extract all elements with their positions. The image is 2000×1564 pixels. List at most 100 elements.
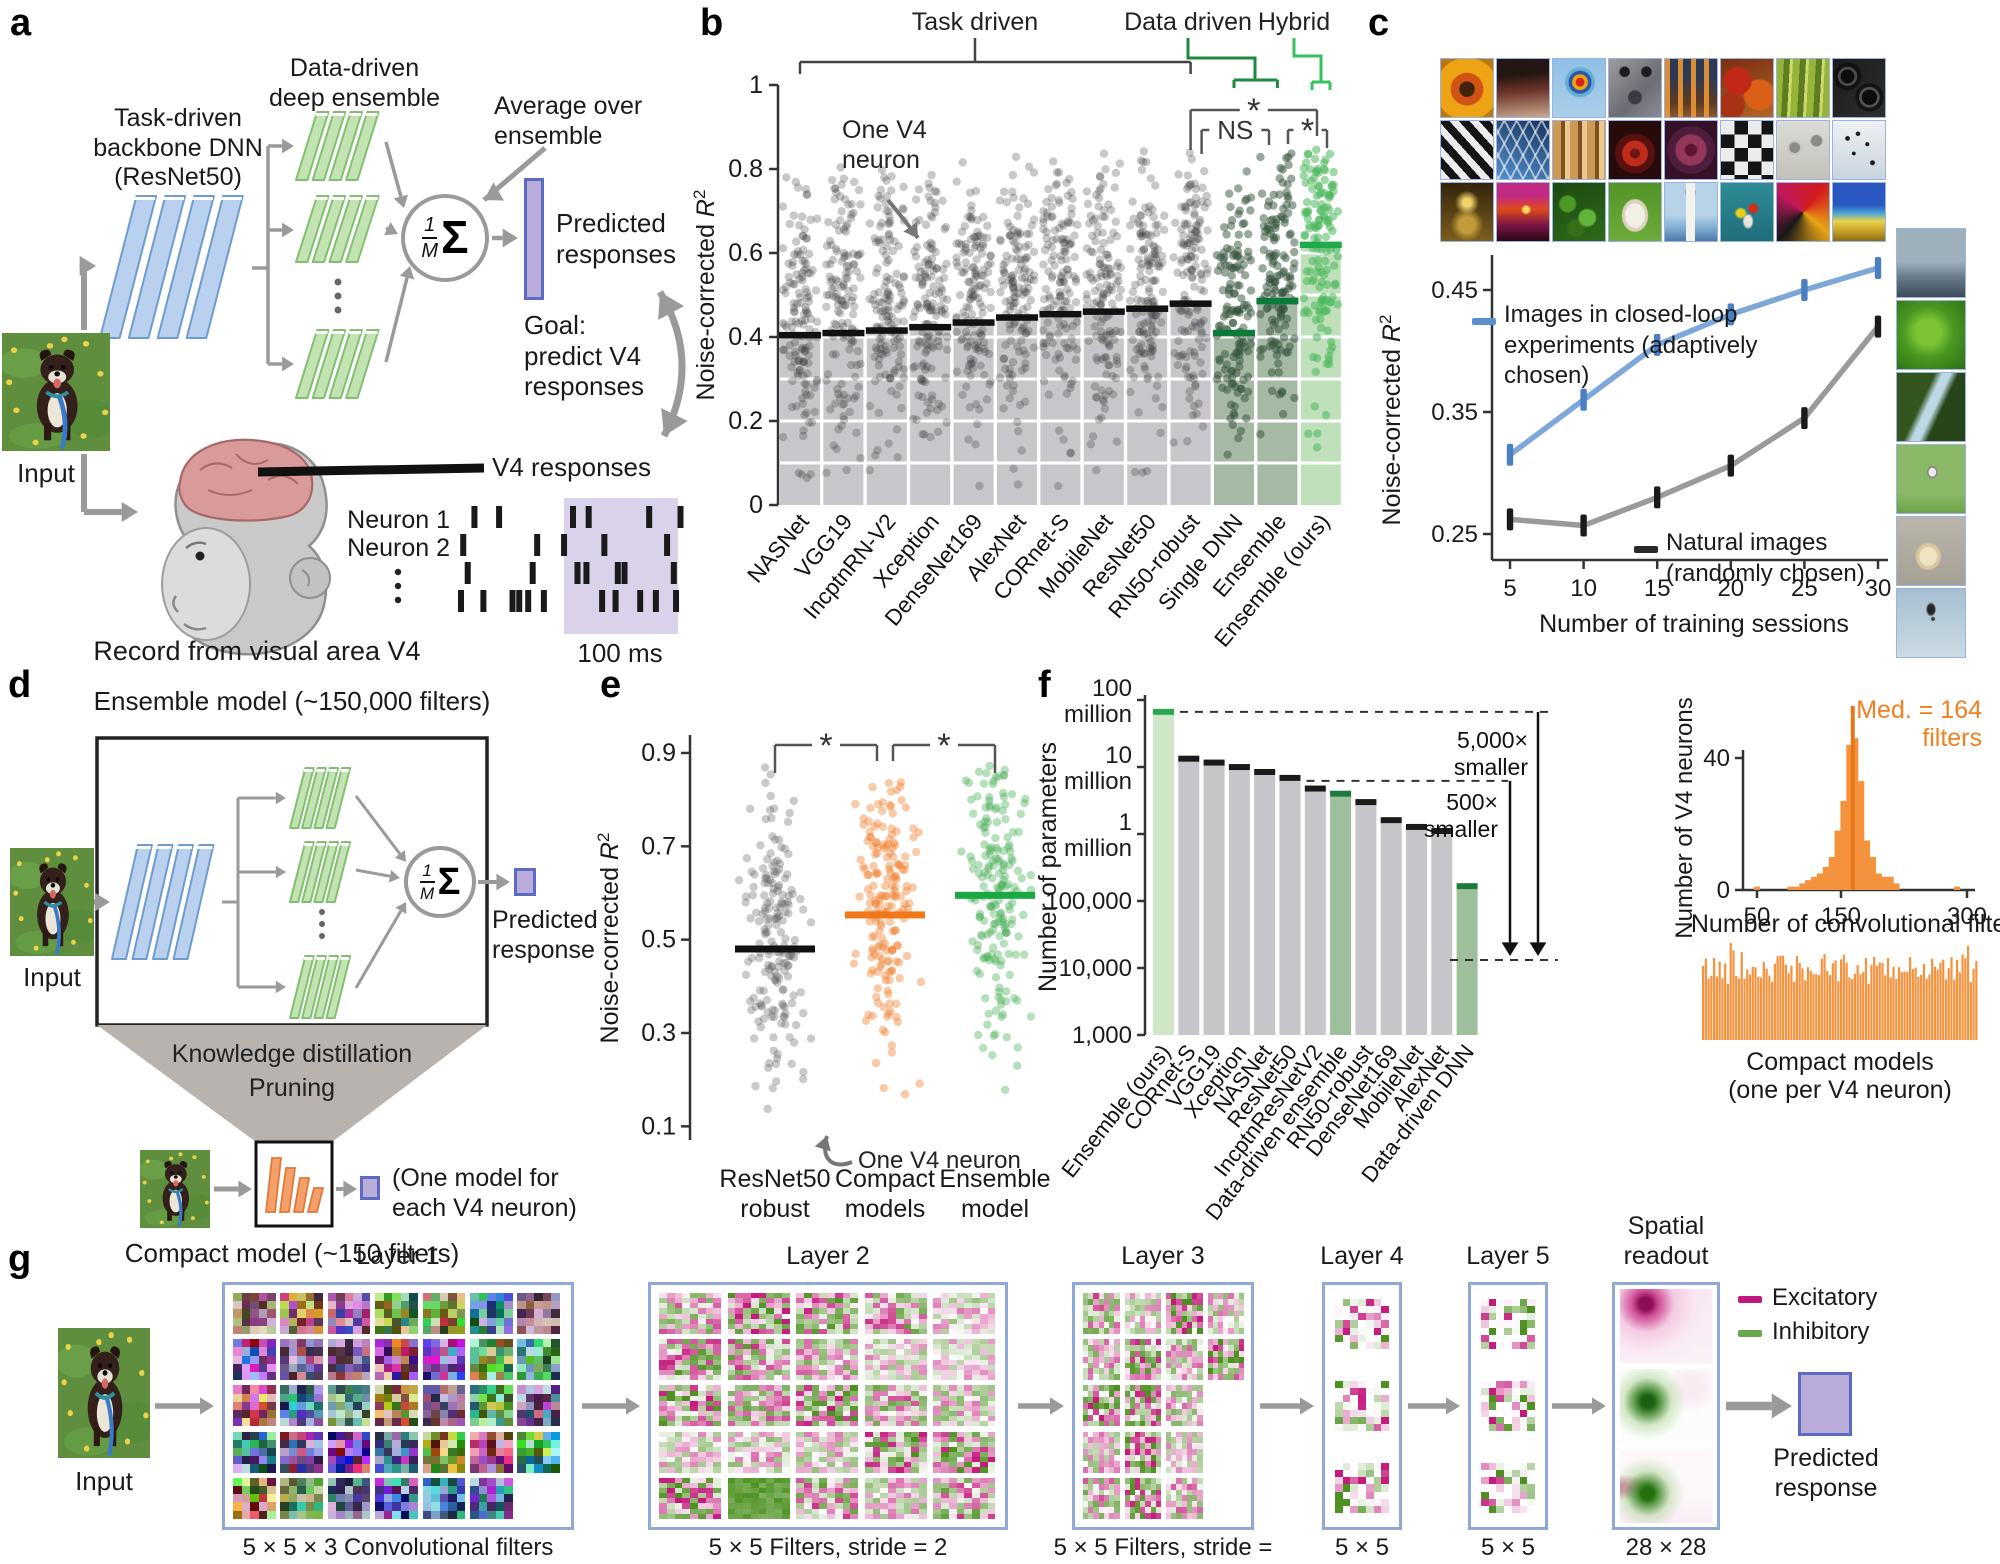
filter-cell bbox=[1186, 1356, 1193, 1363]
filter-cell bbox=[750, 1416, 759, 1422]
filter-cell bbox=[713, 1375, 721, 1381]
x-axis-label: Number of training sessions bbox=[1539, 610, 1849, 638]
readout-map-2 bbox=[1620, 1369, 1712, 1443]
filter-cell bbox=[495, 1439, 504, 1448]
filter-cell bbox=[750, 1298, 759, 1304]
filter-cell bbox=[327, 1477, 337, 1486]
filter-cell bbox=[1103, 1368, 1110, 1375]
conv-filter bbox=[1335, 1463, 1389, 1513]
spike bbox=[599, 590, 606, 612]
filter-cell bbox=[1093, 1328, 1099, 1334]
filter-cell bbox=[933, 1411, 942, 1417]
filter-cell bbox=[551, 1325, 560, 1334]
param-cap bbox=[1431, 828, 1453, 834]
filter-cell bbox=[888, 1467, 896, 1473]
filter-cell bbox=[674, 1467, 683, 1473]
filter-cell bbox=[827, 1503, 835, 1509]
filter-cell bbox=[713, 1457, 721, 1463]
filter-cell bbox=[1488, 1327, 1497, 1335]
filter-cell bbox=[758, 1349, 767, 1355]
arrowhead bbox=[384, 222, 398, 236]
filter-cell bbox=[850, 1411, 859, 1417]
filter-cell bbox=[827, 1339, 835, 1345]
filter-cell bbox=[1481, 1313, 1489, 1321]
filter-cell bbox=[872, 1508, 881, 1514]
filter-cell bbox=[314, 1325, 323, 1334]
filter-cell bbox=[1197, 1397, 1203, 1403]
filter-cell bbox=[811, 1452, 820, 1458]
filter-cell bbox=[697, 1508, 706, 1514]
filter-cell bbox=[448, 1477, 457, 1486]
filter-cell bbox=[1129, 1316, 1135, 1323]
filter-cell bbox=[803, 1369, 812, 1376]
filter-cell bbox=[705, 1493, 714, 1499]
filter-cell bbox=[470, 1409, 479, 1419]
filter-cell bbox=[448, 1317, 457, 1326]
filter-cell bbox=[1134, 1507, 1141, 1513]
filter-cell bbox=[1145, 1489, 1151, 1496]
filter-cell bbox=[1114, 1298, 1120, 1305]
conv-filter bbox=[233, 1339, 276, 1381]
filter-cell bbox=[1140, 1512, 1146, 1519]
filter-cell bbox=[1171, 1408, 1177, 1415]
filter-cell bbox=[305, 1494, 315, 1503]
filter-cell bbox=[1181, 1420, 1187, 1427]
filter-cell bbox=[392, 1464, 401, 1473]
monkey-illustration bbox=[161, 438, 331, 656]
arrowhead bbox=[199, 1397, 214, 1415]
filter-cell bbox=[1197, 1483, 1203, 1490]
filter-cell bbox=[409, 1393, 418, 1402]
filter-cell bbox=[880, 1375, 889, 1381]
filter-cell bbox=[895, 1359, 904, 1365]
filter-cell bbox=[781, 1436, 790, 1442]
filter-cell bbox=[674, 1513, 683, 1519]
filter-cell bbox=[803, 1344, 812, 1350]
filter-cell bbox=[1103, 1328, 1110, 1334]
filter-cell bbox=[956, 1323, 965, 1329]
filter-cell bbox=[1098, 1316, 1104, 1323]
filter-cell bbox=[1155, 1512, 1161, 1519]
filter-cell bbox=[478, 1385, 487, 1394]
filter-cell bbox=[933, 1298, 942, 1304]
filter-cell bbox=[743, 1498, 751, 1504]
filter-cell bbox=[872, 1457, 881, 1463]
filter-cell bbox=[1140, 1362, 1146, 1369]
filter-cell bbox=[267, 1363, 276, 1372]
filter-cell bbox=[1192, 1322, 1198, 1329]
filter-cell bbox=[1342, 1320, 1351, 1328]
filter-cell bbox=[258, 1485, 267, 1495]
filter-cell bbox=[1481, 1463, 1489, 1471]
filter-cell bbox=[487, 1502, 496, 1511]
filter-cell bbox=[911, 1508, 920, 1514]
filter-cell bbox=[241, 1385, 250, 1394]
filter-cell bbox=[250, 1309, 259, 1318]
filter-cell bbox=[1088, 1477, 1094, 1484]
filter-cell bbox=[903, 1318, 912, 1324]
y-tick-label: 1,000 bbox=[1072, 1022, 1132, 1049]
filter-cell bbox=[979, 1364, 988, 1370]
filter-cell bbox=[690, 1354, 698, 1360]
filter-cell bbox=[697, 1488, 706, 1494]
filter-cell bbox=[803, 1385, 812, 1391]
param-cap bbox=[1153, 708, 1174, 715]
filter-cell bbox=[422, 1456, 432, 1465]
filter-cell bbox=[1176, 1298, 1182, 1305]
x-tick-label: 25 bbox=[1791, 575, 1818, 602]
filter-cell bbox=[735, 1308, 744, 1314]
filter-cell bbox=[919, 1385, 927, 1391]
filter-cell bbox=[659, 1390, 667, 1396]
filter-cell bbox=[431, 1485, 440, 1495]
filter-cell bbox=[409, 1339, 418, 1348]
filter-cell bbox=[1228, 1350, 1234, 1357]
filter-cell bbox=[1093, 1316, 1099, 1323]
filter-cell bbox=[448, 1485, 457, 1495]
filter-cell bbox=[250, 1301, 259, 1310]
filter-cell bbox=[1145, 1350, 1151, 1357]
filter-cell bbox=[233, 1325, 242, 1334]
filter-cell bbox=[919, 1303, 927, 1309]
filter-cell bbox=[1192, 1385, 1198, 1392]
filter-cell bbox=[1186, 1455, 1193, 1461]
filter-cell bbox=[1197, 1391, 1203, 1398]
filter-cell bbox=[1192, 1293, 1198, 1299]
filter-cell bbox=[1083, 1391, 1089, 1398]
